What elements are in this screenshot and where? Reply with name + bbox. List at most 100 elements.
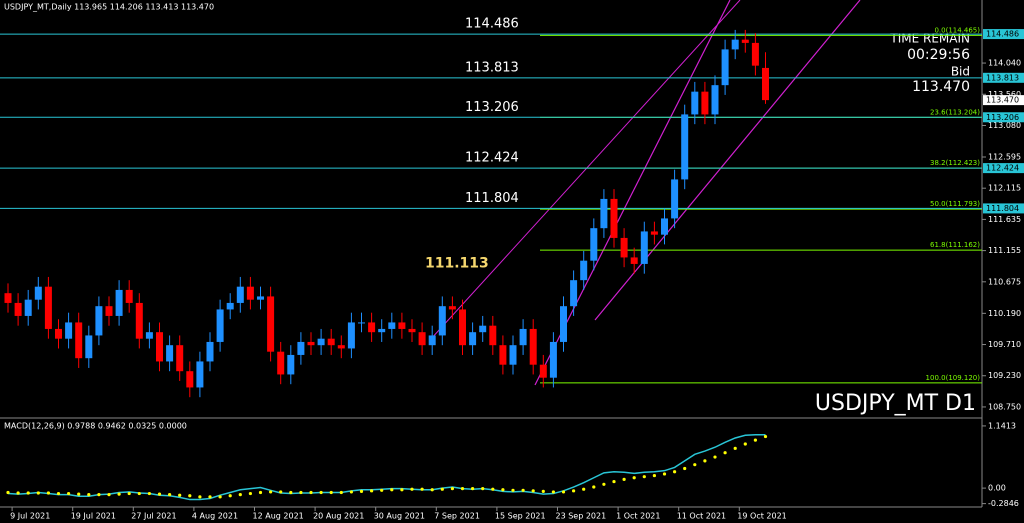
y-tick-label: 113.560 bbox=[988, 90, 1021, 99]
signal-dot bbox=[511, 488, 515, 492]
candle-body bbox=[650, 231, 658, 235]
signal-dot bbox=[299, 490, 303, 495]
candle-body bbox=[529, 328, 537, 365]
candle-body bbox=[570, 280, 578, 307]
candle-body bbox=[610, 198, 618, 238]
candle-body bbox=[24, 299, 32, 316]
level-label: 113.813 bbox=[465, 60, 519, 75]
channel-line bbox=[534, 0, 731, 386]
signal-dot bbox=[349, 490, 353, 494]
signal-dot bbox=[673, 470, 677, 474]
axis-tag bbox=[983, 29, 1024, 40]
signal-dot bbox=[723, 451, 727, 455]
candle-body bbox=[145, 332, 153, 339]
marked-level: 111.113 bbox=[425, 255, 489, 271]
candle-body bbox=[166, 345, 174, 362]
x-tick-label: 4 Aug 2021 bbox=[192, 512, 238, 521]
candle-body bbox=[115, 289, 123, 316]
signal-dot bbox=[400, 488, 404, 492]
x-tick-label: 19 Oct 2021 bbox=[737, 512, 786, 521]
y-tick-label: 111.155 bbox=[988, 246, 1021, 255]
signal-dot bbox=[380, 488, 384, 492]
signal-dot bbox=[572, 489, 576, 493]
signal-dot bbox=[117, 492, 121, 496]
price-tag bbox=[983, 95, 1024, 106]
candle-body bbox=[206, 341, 214, 362]
signal-dot bbox=[168, 493, 172, 497]
y-tick-label: 112.115 bbox=[988, 184, 1021, 193]
signal-dot bbox=[198, 495, 202, 499]
candle-body bbox=[630, 257, 638, 264]
signal-dot bbox=[137, 491, 141, 496]
fib-label: 50.0(111.793) bbox=[930, 200, 980, 208]
candle-body bbox=[368, 322, 376, 333]
signal-dot bbox=[188, 494, 192, 498]
signal-dot bbox=[440, 487, 444, 491]
candle-body bbox=[499, 345, 507, 365]
signal-dot bbox=[460, 487, 465, 491]
candle-body bbox=[176, 345, 184, 372]
candle-body bbox=[479, 325, 487, 333]
x-tick-label: 15 Sep 2021 bbox=[495, 512, 546, 521]
y-tick-label: 109.230 bbox=[988, 371, 1021, 380]
y-tick-label: 108.750 bbox=[988, 402, 1021, 411]
candle-body bbox=[681, 114, 689, 180]
macd-line bbox=[7, 433, 766, 501]
candle-body bbox=[226, 302, 234, 310]
signal-dot bbox=[279, 490, 283, 494]
candle-body bbox=[640, 231, 648, 264]
candle-body bbox=[731, 39, 739, 50]
level-label: 111.804 bbox=[465, 191, 519, 206]
axis-tag-label: 114.486 bbox=[986, 30, 1019, 39]
signal-dot bbox=[561, 490, 566, 494]
candle-body bbox=[711, 85, 719, 115]
candle-body bbox=[277, 351, 285, 375]
x-tick-label: 20 Aug 2021 bbox=[313, 512, 364, 521]
channel-line bbox=[594, 0, 861, 321]
signal-dot bbox=[36, 491, 40, 495]
signal-dot bbox=[683, 466, 687, 471]
candle-body bbox=[560, 306, 567, 342]
candle-body bbox=[549, 341, 557, 378]
y-tick-label: 113.080 bbox=[988, 121, 1021, 130]
candle-body bbox=[620, 237, 628, 258]
candle-body bbox=[246, 286, 254, 300]
signal-dot bbox=[481, 487, 485, 491]
y-tick-label: 110.675 bbox=[988, 277, 1021, 286]
signal-dot bbox=[743, 442, 747, 446]
signal-dot bbox=[703, 459, 707, 463]
signal-dot bbox=[763, 434, 768, 439]
candle-body bbox=[34, 286, 42, 300]
signal-dot bbox=[77, 492, 81, 496]
candle-body bbox=[44, 286, 52, 329]
axis-tag-label: 113.813 bbox=[986, 73, 1019, 82]
x-tick-label: 11 Oct 2021 bbox=[677, 512, 726, 521]
candle-body bbox=[762, 67, 769, 101]
bid: 113.470 bbox=[912, 79, 970, 95]
signal-dot bbox=[612, 479, 616, 484]
signal-dot bbox=[238, 493, 242, 497]
x-tick-label: 7 Sep 2021 bbox=[434, 512, 480, 521]
signal-dot bbox=[551, 490, 556, 494]
candle-body bbox=[741, 39, 749, 43]
signal-dot bbox=[178, 493, 182, 497]
signal-dot bbox=[97, 493, 101, 497]
axis-tag-label: 111.804 bbox=[986, 204, 1019, 213]
signal-dot bbox=[208, 495, 212, 499]
candle-body bbox=[85, 335, 93, 359]
channel-line bbox=[429, 0, 741, 341]
candle-body bbox=[459, 309, 466, 346]
candle-body bbox=[721, 49, 729, 86]
signal-dot bbox=[753, 438, 758, 442]
signal-dot bbox=[420, 487, 424, 491]
signal-dot bbox=[491, 487, 495, 491]
candle-body bbox=[428, 335, 436, 346]
signal-dot bbox=[56, 491, 61, 496]
signal-dot bbox=[662, 472, 667, 476]
y-tick-label: 112.595 bbox=[988, 152, 1021, 161]
signal-dot bbox=[622, 477, 626, 481]
signal-dot bbox=[713, 455, 717, 459]
candle-body bbox=[438, 306, 446, 336]
candle-body bbox=[14, 302, 22, 316]
